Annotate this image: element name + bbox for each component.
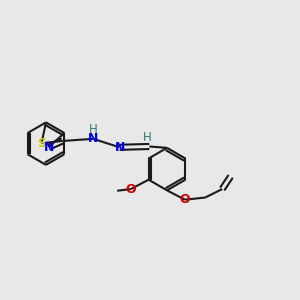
Text: N: N: [88, 132, 98, 145]
Text: S: S: [37, 137, 46, 150]
Text: O: O: [125, 183, 136, 196]
Text: N: N: [44, 141, 54, 154]
Text: O: O: [179, 193, 190, 206]
Text: N: N: [114, 141, 125, 154]
Text: H: H: [89, 123, 98, 136]
Text: H: H: [143, 130, 152, 144]
